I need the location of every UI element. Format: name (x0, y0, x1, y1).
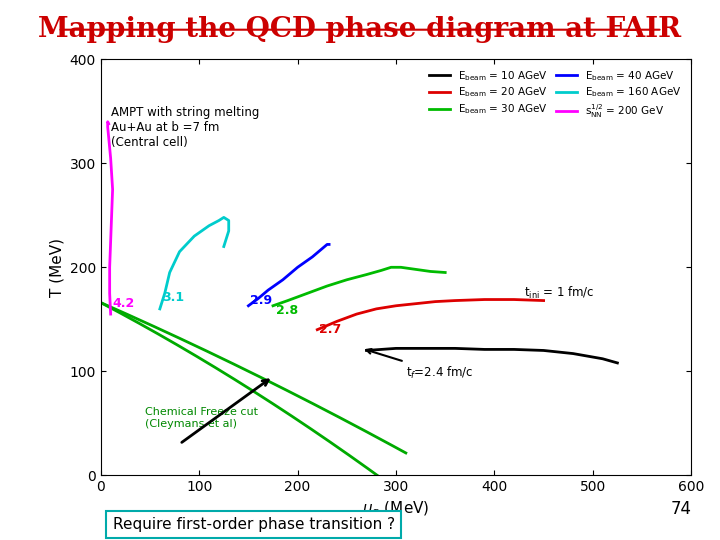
Text: 3.1: 3.1 (162, 291, 184, 303)
Text: Chemical Freeze cut
(Cleymans et al): Chemical Freeze cut (Cleymans et al) (145, 407, 258, 429)
Text: 74: 74 (670, 501, 691, 518)
Text: Require first-order phase transition ?: Require first-order phase transition ? (112, 517, 395, 532)
Text: t$_{\rm ini}$ = 1 fm/c: t$_{\rm ini}$ = 1 fm/c (524, 285, 595, 300)
Text: 2.7: 2.7 (319, 323, 341, 336)
Text: 2.9: 2.9 (251, 294, 272, 307)
Text: AMPT with string melting
Au+Au at b =7 fm
(Central cell): AMPT with string melting Au+Au at b =7 f… (111, 106, 259, 149)
Text: 2.8: 2.8 (276, 304, 298, 317)
X-axis label: $\mu_q$ (MeV): $\mu_q$ (MeV) (362, 500, 430, 520)
Y-axis label: T (MeV): T (MeV) (49, 238, 64, 297)
Text: Mapping the QCD phase diagram at FAIR: Mapping the QCD phase diagram at FAIR (38, 16, 682, 43)
Legend: E$_{\rm beam}$ = 10 AGeV, E$_{\rm beam}$ = 20 AGeV, E$_{\rm beam}$ = 30 AGeV, E$: E$_{\rm beam}$ = 10 AGeV, E$_{\rm beam}$… (425, 65, 686, 124)
Text: 4.2: 4.2 (112, 297, 135, 310)
Text: t$_f$=2.4 fm/c: t$_f$=2.4 fm/c (366, 349, 473, 381)
